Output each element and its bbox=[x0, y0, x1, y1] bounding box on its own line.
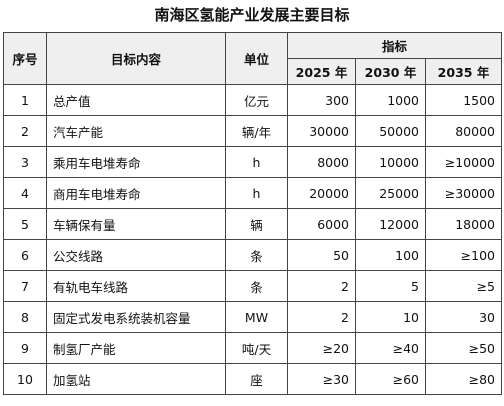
table-cell: 10 bbox=[3, 363, 47, 395]
table-cell: ≥30000 bbox=[425, 177, 502, 209]
table-title: 南海区氢能产业发展主要目标 bbox=[154, 6, 350, 24]
table-cell: MW bbox=[225, 301, 288, 333]
header-cell: 指标 bbox=[287, 32, 502, 59]
table-row: 3 乘用车电堆寿命 h 8000 10000 ≥10000 bbox=[3, 146, 502, 178]
header-cell: 2025 年 bbox=[287, 58, 356, 85]
table-cell: 4 bbox=[3, 177, 47, 209]
table-cell: 亿元 bbox=[225, 84, 288, 116]
table-cell: ≥10000 bbox=[425, 146, 502, 178]
table-cell: ≥30 bbox=[287, 363, 356, 395]
table-cell: ≥100 bbox=[425, 239, 502, 271]
table-cell: 50 bbox=[287, 239, 356, 271]
table-row: 8 固定式发电系统装机容量 MW 2 10 30 bbox=[3, 301, 502, 333]
table-cell: 2 bbox=[287, 301, 356, 333]
table-cell: ≥60 bbox=[355, 363, 426, 395]
table-cell: 3 bbox=[3, 146, 47, 178]
table-cell: 2 bbox=[287, 270, 356, 302]
header-cell: 单位 bbox=[225, 32, 288, 85]
table-cell: 8000 bbox=[287, 146, 356, 178]
table-cell: ≥40 bbox=[355, 332, 426, 364]
table-cell: 30000 bbox=[287, 115, 356, 147]
table-cell: 1000 bbox=[355, 84, 426, 116]
table-cell: 1 bbox=[3, 84, 47, 116]
table-cell: 18000 bbox=[425, 208, 502, 240]
table-cell: 80000 bbox=[425, 115, 502, 147]
table-cell: h bbox=[225, 146, 288, 178]
table-cell: 20000 bbox=[287, 177, 356, 209]
table-cell: 吨/天 bbox=[225, 332, 288, 364]
table-cell: 制氢厂产能 bbox=[46, 332, 226, 364]
table-row: 7 有轨电车线路条 2 5 ≥5 bbox=[3, 270, 502, 302]
table-cell: 5 bbox=[3, 208, 47, 240]
table-row: 4 商用车电堆寿命 h 20000 25000 ≥30000 bbox=[3, 177, 502, 209]
header-cell: 2035 年 bbox=[425, 58, 502, 85]
table-cell: 8 bbox=[3, 301, 47, 333]
table-cell: 10 bbox=[355, 301, 426, 333]
header-cell: 序号 bbox=[3, 32, 47, 85]
table-cell: 1500 bbox=[425, 84, 502, 116]
table-cell: 条 bbox=[225, 239, 288, 271]
table-cell: 6000 bbox=[287, 208, 356, 240]
table-cell: 50000 bbox=[355, 115, 426, 147]
table-cell: 车辆保有量 bbox=[46, 208, 226, 240]
table-cell: 5 bbox=[355, 270, 426, 302]
table-cell: ≥20 bbox=[287, 332, 356, 364]
table-row: 序号 目标内容 单位 指标 bbox=[3, 32, 502, 85]
table-cell: 2 bbox=[3, 115, 47, 147]
table-cell: 30 bbox=[425, 301, 502, 333]
table-cell: 300 bbox=[287, 84, 356, 116]
table-cell: 12000 bbox=[355, 208, 426, 240]
table-cell: 公交线路 bbox=[46, 239, 226, 271]
header-cell: 2030 年 bbox=[355, 58, 426, 85]
table-cell: h bbox=[225, 177, 288, 209]
table-cell: 有轨电车线路 bbox=[46, 270, 226, 302]
table-row: 2 汽车产能 辆/年 30000 50000 80000 bbox=[3, 115, 502, 147]
table-cell: 9 bbox=[3, 332, 47, 364]
table-cell: ≥50 bbox=[425, 332, 502, 364]
table-row: 5 车辆保有量辆 6000 12000 18000 bbox=[3, 208, 502, 240]
table-cell: 辆/年 bbox=[225, 115, 288, 147]
table-cell: 条 bbox=[225, 270, 288, 302]
table-cell: 辆 bbox=[225, 208, 288, 240]
table-cell: 乘用车电堆寿命 bbox=[46, 146, 226, 178]
table-cell: 25000 bbox=[355, 177, 426, 209]
table-cell: 总产值 bbox=[46, 84, 226, 116]
table-cell: 固定式发电系统装机容量 bbox=[46, 301, 226, 333]
table-cell: 加氢站 bbox=[46, 363, 226, 395]
table-row: 9 制氢厂产能 吨/天 ≥20 ≥40 ≥50 bbox=[3, 332, 502, 364]
table-cell: ≥5 bbox=[425, 270, 502, 302]
table-row: 1 总产值 亿元 300 1000 1500 bbox=[3, 84, 502, 116]
table-cell: 6 bbox=[3, 239, 47, 271]
table-cell: 座 bbox=[225, 363, 288, 395]
table-cell: 100 bbox=[355, 239, 426, 271]
table-row: 6 公交线路条 50 100 ≥100 bbox=[3, 239, 502, 271]
table-cell: 10000 bbox=[355, 146, 426, 178]
targets-table: 序号 目标内容 单位 指标 2025 年 2030 年 2035 年 1 总产值 亿元 300 100… bbox=[3, 32, 502, 395]
table-cell: 商用车电堆寿命 bbox=[46, 177, 226, 209]
table-row: 2025 年 2030 年 2035 年 bbox=[4, 58, 502, 85]
table-cell: ≥80 bbox=[425, 363, 502, 395]
table-cell: 7 bbox=[3, 270, 47, 302]
table-cell: 汽车产能 bbox=[46, 115, 226, 147]
table-row: 10 加氢站座 ≥30 ≥60 ≥80 bbox=[3, 363, 502, 395]
header-cell: 目标内容 bbox=[46, 32, 226, 85]
